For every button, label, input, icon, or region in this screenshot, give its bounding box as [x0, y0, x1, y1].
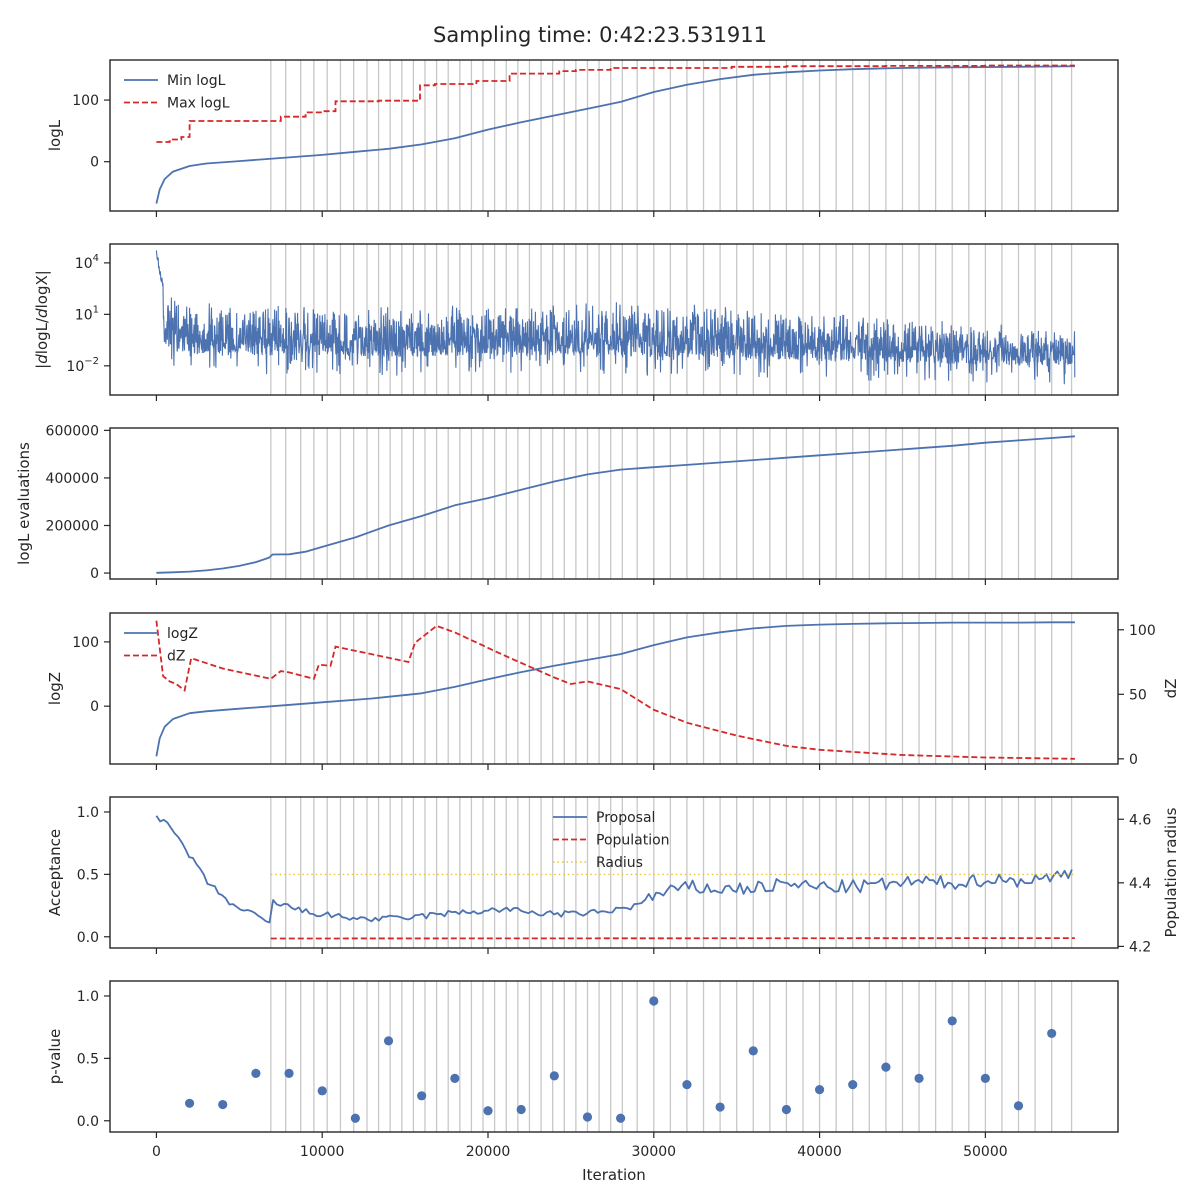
panel-6: 0.0 0.5 1.0 0 10000 20000 30000 40000 50000 p-val…: [46, 981, 1118, 1160]
x-tick-label: 30000: [632, 1144, 677, 1160]
y-right-tick-label: 100: [1129, 623, 1156, 639]
y-tick-label: 100: [72, 93, 99, 109]
x-axis-label: Iteration: [582, 1166, 646, 1184]
x-tick-label: 10000: [300, 1144, 345, 1160]
scatter-point: [318, 1086, 327, 1095]
legend: Proposal Population Radius: [553, 810, 670, 871]
legend-label: Max logL: [167, 96, 230, 112]
scatter-point: [782, 1105, 791, 1114]
y-tick-label: 101: [75, 304, 99, 323]
panel-4: 0 100 0 50 100 dZ logZ logZ dZ: [46, 613, 1180, 770]
axes-frame: [110, 60, 1118, 211]
y-axis-label: logL evaluations: [15, 442, 33, 565]
series-line: [156, 250, 1074, 384]
panel-5: 0.0 0.5 1.0 4.2 4.4 4.6 Population radius Accep…: [46, 797, 1180, 955]
y-tick-label: 0: [90, 566, 99, 582]
legend-label: Min logL: [167, 73, 226, 89]
scatter-point: [583, 1112, 592, 1121]
scatter-point: [616, 1114, 625, 1123]
panels: 0 100 logL Min logL Max logL 10−2 101 104 |dlogL…: [15, 60, 1180, 1160]
scatter-point: [417, 1091, 426, 1100]
x-tick-label: 40000: [797, 1144, 842, 1160]
scatter-point: [848, 1080, 857, 1089]
y-right-axis-label: Population radius: [1162, 807, 1180, 937]
scatter-point: [981, 1074, 990, 1083]
legend-label: logZ: [167, 626, 198, 642]
scatter-point: [815, 1085, 824, 1094]
y-right-tick-label: 0: [1129, 752, 1138, 768]
scatter-point: [483, 1106, 492, 1115]
scatter-point: [749, 1046, 758, 1055]
y-tick-label: 200000: [46, 518, 99, 534]
y-tick-label: 400000: [46, 471, 99, 487]
y-right-tick-label: 4.2: [1129, 939, 1151, 955]
legend-label: Proposal: [596, 810, 655, 826]
scatter-point: [550, 1071, 559, 1080]
scatter-point: [284, 1069, 293, 1078]
scatter-point: [881, 1063, 890, 1072]
legend-label: Radius: [596, 855, 643, 871]
y-tick-label: 0: [90, 699, 99, 715]
scatter-point: [1047, 1029, 1056, 1038]
scatter-point: [517, 1105, 526, 1114]
scatter-point: [682, 1080, 691, 1089]
y-right-tick-label: 50: [1129, 687, 1147, 703]
y-tick-label: 0.0: [77, 1114, 99, 1130]
scatter-point: [384, 1036, 393, 1045]
y-axis-label: Acceptance: [46, 829, 64, 916]
scatter-point: [948, 1016, 957, 1025]
y-axis-label: logL: [46, 119, 64, 151]
y-tick-label: 100: [72, 635, 99, 651]
series-line: [156, 621, 1075, 759]
figure-title: Sampling time: 0:42:23.531911: [433, 23, 767, 47]
y-tick-label: 10−2: [66, 356, 99, 375]
y-tick-label: 1.0: [77, 805, 99, 821]
panel-1: 0 100 logL Min logL Max logL: [46, 60, 1118, 217]
series-line: [156, 66, 1075, 203]
y-right-tick-label: 4.6: [1129, 812, 1151, 828]
x-tick-label: 50000: [963, 1144, 1008, 1160]
scatter-point: [649, 996, 658, 1005]
y-tick-label: 0.5: [77, 867, 99, 883]
scatter-point: [218, 1100, 227, 1109]
axes-frame: [110, 244, 1118, 395]
y-tick-label: 0: [90, 155, 99, 171]
y-right-axis-label: dZ: [1162, 679, 1180, 699]
axes-frame: [110, 428, 1118, 579]
scatter-point: [716, 1102, 725, 1111]
y-axis-label: |dlogL/dlogX|: [33, 270, 51, 369]
scatter-point: [351, 1114, 360, 1123]
y-tick-label: 600000: [46, 423, 99, 439]
y-right-tick-label: 4.4: [1129, 876, 1151, 892]
legend-label: Population: [596, 833, 670, 849]
legend-label: dZ: [167, 649, 185, 665]
y-axis-label: p-value: [46, 1029, 64, 1085]
panel-3: 0 200000 400000 600000 logL evaluations: [15, 423, 1118, 585]
axes-frame: [110, 981, 1118, 1132]
scatter-point: [914, 1074, 923, 1083]
scatter-point: [185, 1099, 194, 1108]
series-line: [156, 436, 1075, 573]
y-axis-label: logZ: [46, 672, 64, 705]
axes-frame: [110, 613, 1118, 764]
legend: Min logL Max logL: [124, 73, 230, 112]
series-line: [156, 622, 1075, 756]
y-tick-label: 0.0: [77, 930, 99, 946]
scatter-point: [450, 1074, 459, 1083]
scatter-point: [251, 1069, 260, 1078]
y-tick-label: 104: [75, 253, 99, 272]
x-tick-label: 20000: [466, 1144, 511, 1160]
y-tick-label: 0.5: [77, 1051, 99, 1067]
scatter-point: [1014, 1101, 1023, 1110]
y-tick-label: 1.0: [77, 989, 99, 1005]
x-tick-label: 0: [152, 1144, 161, 1160]
panel-2: 10−2 101 104 |dlogL/dlogX|: [33, 244, 1118, 401]
